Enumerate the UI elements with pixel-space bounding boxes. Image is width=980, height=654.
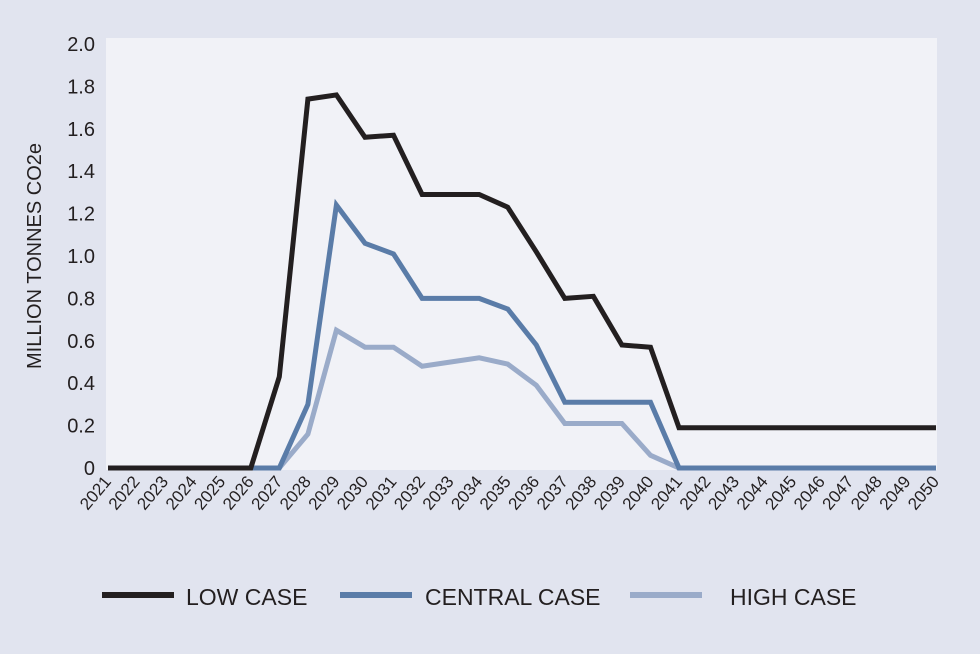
legend-label: LOW CASE <box>186 584 307 610</box>
legend-item-high-case: HIGH CASE <box>630 584 857 610</box>
x-tick-label: 2027 <box>248 472 287 513</box>
y-tick-label: 1.8 <box>67 76 95 98</box>
x-tick-label: 2044 <box>733 472 772 513</box>
x-tick-label: 2047 <box>819 472 858 513</box>
series-line-low-case <box>108 92 936 471</box>
y-tick-label: 0.8 <box>67 288 95 310</box>
y-tick-label: 1.2 <box>67 204 95 226</box>
y-axis-label: MILLION TONNES CO2e <box>24 143 46 369</box>
x-tick-label: 2040 <box>619 472 658 513</box>
y-tick-label: 1.6 <box>67 119 95 141</box>
y-tick-label: 1.0 <box>67 246 95 268</box>
plot-area <box>106 38 937 470</box>
y-tick-label: 0 <box>84 458 95 480</box>
x-tick-label: 2046 <box>790 472 829 513</box>
legend-item-low-case: LOW CASE <box>102 584 307 610</box>
x-tick-label: 2049 <box>876 472 915 513</box>
x-tick-label: 2039 <box>590 472 629 513</box>
x-tick-label: 2033 <box>419 472 458 513</box>
x-tick-label: 2050 <box>904 472 943 513</box>
x-tick-label: 2022 <box>105 472 144 513</box>
x-tick-label: 2043 <box>704 472 743 513</box>
x-tick-label: 2023 <box>133 472 172 513</box>
legend-label: HIGH CASE <box>730 584 857 610</box>
x-tick-label: 2045 <box>761 472 800 513</box>
x-tick-label: 2030 <box>333 472 372 513</box>
x-tick-label: 2034 <box>447 472 486 513</box>
x-tick-label: 2038 <box>562 472 601 513</box>
x-tick-label: 2031 <box>362 472 401 513</box>
legend-label: CENTRAL CASE <box>425 584 601 610</box>
x-tick-label: 2037 <box>533 472 572 513</box>
x-tick-label: 2041 <box>647 472 686 513</box>
y-axis: 0 0.2 0.4 0.6 0.8 1.0 1.2 1.4 1.6 1.8 2.0 <box>67 34 95 480</box>
x-tick-label: 2042 <box>676 472 715 513</box>
x-tick-label: 2048 <box>847 472 886 513</box>
x-tick-label: 2028 <box>276 472 315 513</box>
x-tick-label: 2021 <box>76 472 115 513</box>
legend: LOW CASE CENTRAL CASE HIGH CASE <box>102 584 857 610</box>
x-tick-label: 2029 <box>305 472 344 513</box>
y-tick-label: 0.4 <box>67 373 95 395</box>
y-tick-label: 0.2 <box>67 416 95 438</box>
x-tick-label: 2032 <box>390 472 429 513</box>
legend-item-central-case: CENTRAL CASE <box>340 584 601 610</box>
y-tick-label: 1.4 <box>67 161 95 183</box>
x-tick-label: 2036 <box>504 472 543 513</box>
x-tick-label: 2024 <box>162 472 201 513</box>
series-lines <box>108 92 936 471</box>
x-tick-label: 2026 <box>219 472 258 513</box>
y-tick-label: 2.0 <box>67 34 95 56</box>
x-tick-label: 2025 <box>190 472 229 513</box>
x-tick-label: 2035 <box>476 472 515 513</box>
y-tick-label: 0.6 <box>67 331 95 353</box>
x-axis: 2021202220232024202520262027202820292030… <box>76 472 943 513</box>
